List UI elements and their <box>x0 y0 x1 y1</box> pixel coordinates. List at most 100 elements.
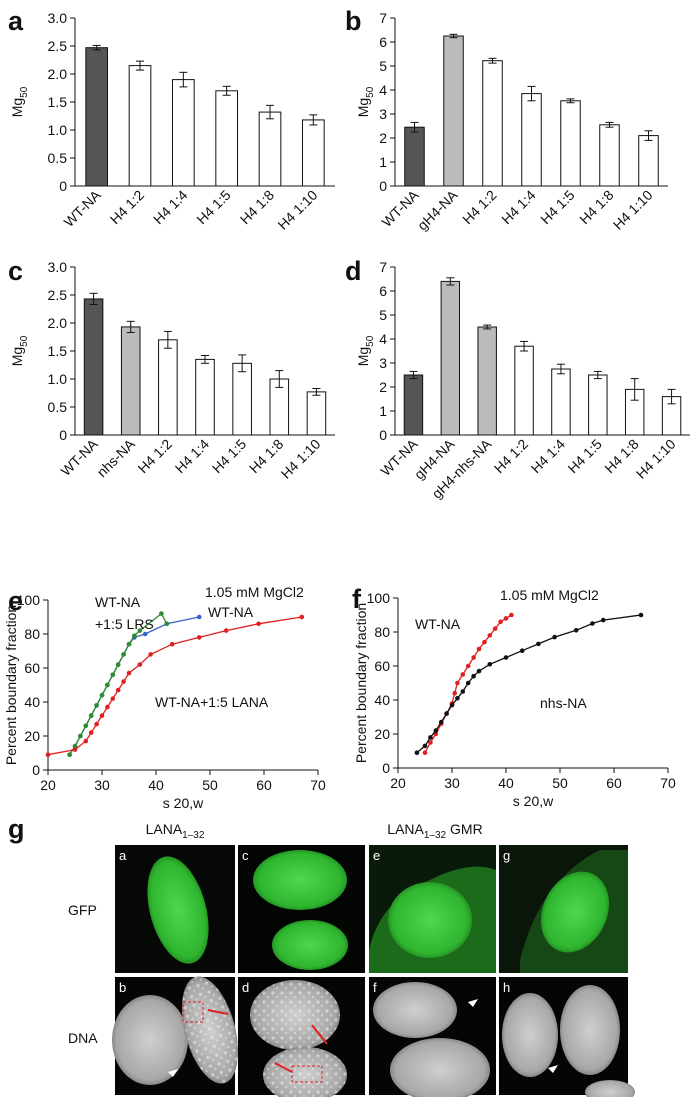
data-point <box>428 735 433 740</box>
arrow <box>207 1009 229 1015</box>
y-axis-label: Mg50 <box>9 335 30 366</box>
row-label: GFP <box>68 902 97 918</box>
y-tick-label: 7 <box>379 259 387 275</box>
y-tick-label: 5 <box>379 307 387 323</box>
series-line <box>47 616 302 756</box>
data-point <box>449 702 455 708</box>
y-tick-label: 3.0 <box>48 259 68 275</box>
y-tick-label: 2 <box>379 379 387 395</box>
column-header: LANA1–32 <box>146 821 205 841</box>
data-point <box>455 696 460 701</box>
data-point <box>460 689 466 694</box>
data-point <box>590 621 595 626</box>
bar <box>514 345 534 436</box>
data-point <box>536 641 541 647</box>
x-tick-label: nhs-NA <box>94 435 139 480</box>
error-bar <box>644 130 653 141</box>
annotation: +1:5 LRS <box>95 616 154 632</box>
data-point <box>99 713 105 718</box>
nucleus <box>373 982 457 1038</box>
x-tick-label: H4 1:5 <box>564 436 605 477</box>
y-tick-label: 40 <box>374 692 390 708</box>
column-header: LANA1–32 GMR <box>387 821 482 841</box>
x-tick-label: H4 1:5 <box>209 436 250 477</box>
data-point <box>573 628 579 633</box>
y-tick-label: 3 <box>379 106 387 122</box>
nucleus <box>272 920 348 970</box>
data-point <box>465 663 471 669</box>
series-line <box>416 614 642 754</box>
y-tick-label: 7 <box>379 10 387 26</box>
data-point <box>487 662 493 667</box>
x-tick-label: H4 1:2 <box>491 436 532 477</box>
panel-label: g <box>8 814 25 844</box>
data-point <box>444 711 449 716</box>
error-bar <box>89 292 98 306</box>
data-point <box>105 704 110 710</box>
data-point <box>223 628 229 633</box>
data-point <box>72 747 78 752</box>
error-bar <box>201 354 209 364</box>
error-bar <box>309 114 318 126</box>
y-axis-label-text: Mg <box>9 347 25 366</box>
panel-label: b <box>345 6 362 36</box>
bar <box>560 100 581 187</box>
y-tick-label: 100 <box>17 592 41 608</box>
y-axis-label-sub: 50 <box>365 86 376 98</box>
bar <box>128 65 152 187</box>
data-point <box>94 721 99 727</box>
error-bar <box>667 388 676 405</box>
y-tick-label: 2 <box>379 130 387 146</box>
bar <box>215 90 238 187</box>
error-bar <box>520 340 529 352</box>
error-bar <box>449 33 458 39</box>
data-point <box>503 616 509 621</box>
data-point <box>196 614 202 620</box>
bar <box>302 119 325 187</box>
data-point <box>78 733 83 739</box>
data-point <box>196 635 202 640</box>
y-axis-label: Mg50 <box>355 86 376 117</box>
data-point <box>438 719 444 725</box>
y-tick-label: 3 <box>379 355 387 371</box>
y-tick-label: 2.0 <box>48 315 68 331</box>
y-tick-label: 1.0 <box>48 122 68 138</box>
data-point <box>132 633 137 638</box>
annotation: WT-NA <box>208 604 254 620</box>
panel-label: c <box>8 256 23 286</box>
data-point <box>67 752 72 757</box>
texture <box>250 980 340 1050</box>
data-point <box>72 743 78 749</box>
y-axis-label: Percent boundary fraction <box>3 605 19 765</box>
bar <box>306 391 327 436</box>
bar <box>195 358 215 436</box>
error-bar <box>266 104 274 120</box>
y-tick-label: 5 <box>379 58 387 74</box>
annotation: WT-NA+1:5 LANA <box>155 694 269 710</box>
y-tick-label: 2.5 <box>48 38 68 54</box>
data-point <box>600 617 606 623</box>
bar <box>440 280 461 436</box>
x-tick-label: 50 <box>202 777 218 793</box>
data-point <box>498 619 503 625</box>
y-tick-label: 1.5 <box>48 94 68 110</box>
y-tick-label: 4 <box>379 331 387 347</box>
error-bar <box>126 320 135 334</box>
data-point <box>552 634 557 640</box>
y-tick-label: 0 <box>59 427 67 443</box>
highlight-box <box>291 1065 323 1083</box>
y-tick-label: 20 <box>374 726 390 742</box>
y-tick-label: 3.0 <box>48 10 68 26</box>
data-point <box>471 655 476 660</box>
y-axis-label-text: Mg <box>355 98 371 117</box>
x-tick-label: H4 1:5 <box>193 187 234 228</box>
bar <box>83 298 104 436</box>
x-tick-label: H4 1:2 <box>107 187 148 228</box>
error-bar <box>483 324 492 330</box>
data-point <box>88 730 94 735</box>
data-point <box>45 752 51 757</box>
data-point <box>476 646 482 652</box>
nucleus <box>112 995 188 1085</box>
data-point <box>414 750 420 755</box>
data-point <box>164 621 170 627</box>
